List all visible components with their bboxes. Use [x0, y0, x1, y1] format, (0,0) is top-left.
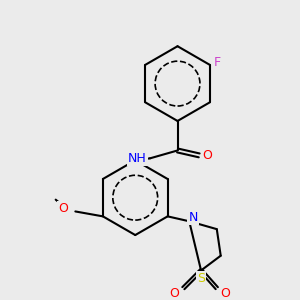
Text: O: O — [169, 286, 179, 300]
Text: O: O — [221, 286, 231, 300]
Text: NH: NH — [128, 152, 147, 165]
Text: O: O — [202, 149, 212, 162]
Text: S: S — [197, 272, 205, 285]
Text: O: O — [58, 202, 68, 215]
Text: F: F — [214, 56, 221, 69]
Text: N: N — [188, 211, 198, 224]
